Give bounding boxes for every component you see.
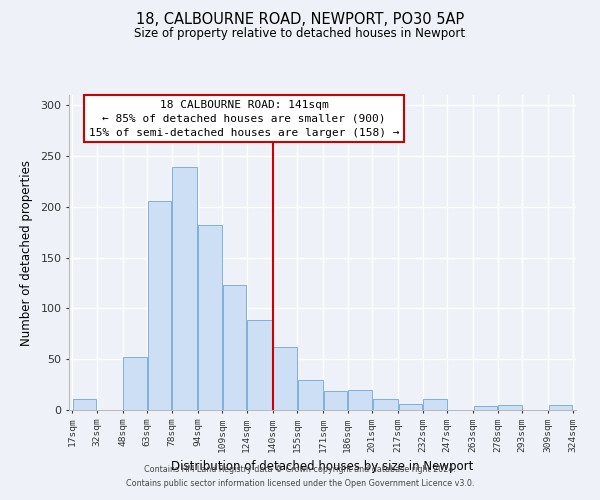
- Bar: [324, 390, 347, 410]
- Bar: [273, 347, 297, 410]
- Bar: [172, 167, 197, 410]
- Bar: [474, 406, 497, 410]
- Text: 18 CALBOURNE ROAD: 141sqm
← 85% of detached houses are smaller (900)
15% of semi: 18 CALBOURNE ROAD: 141sqm ← 85% of detac…: [89, 100, 399, 138]
- Bar: [399, 404, 422, 410]
- Bar: [198, 225, 222, 410]
- Text: 18, CALBOURNE ROAD, NEWPORT, PO30 5AP: 18, CALBOURNE ROAD, NEWPORT, PO30 5AP: [136, 12, 464, 28]
- X-axis label: Distribution of detached houses by size in Newport: Distribution of detached houses by size …: [172, 460, 473, 473]
- Bar: [223, 285, 246, 410]
- Bar: [123, 357, 147, 410]
- Bar: [148, 200, 171, 410]
- Bar: [73, 399, 97, 410]
- Bar: [298, 380, 323, 410]
- Text: Size of property relative to detached houses in Newport: Size of property relative to detached ho…: [134, 28, 466, 40]
- Bar: [548, 405, 572, 410]
- Y-axis label: Number of detached properties: Number of detached properties: [20, 160, 33, 346]
- Text: Contains HM Land Registry data © Crown copyright and database right 2024.
Contai: Contains HM Land Registry data © Crown c…: [126, 466, 474, 487]
- Bar: [373, 399, 398, 410]
- Bar: [423, 399, 447, 410]
- Bar: [247, 320, 272, 410]
- Bar: [498, 405, 522, 410]
- Bar: [348, 390, 372, 410]
